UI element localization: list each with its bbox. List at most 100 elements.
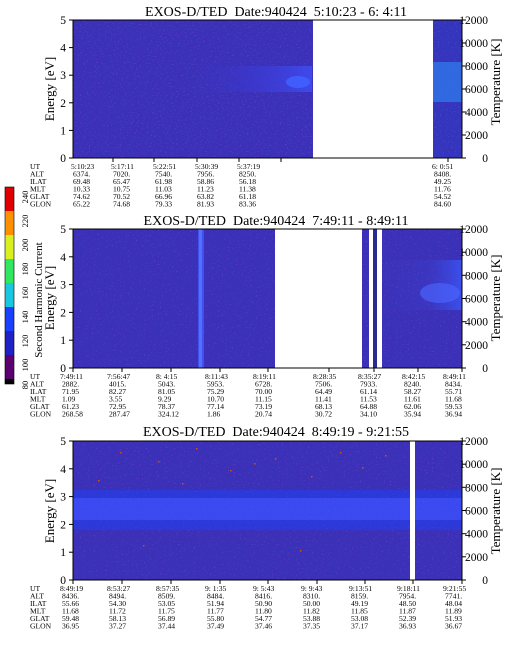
panel-2-y2tick: 6000: [465, 294, 488, 306]
panel-1-ytick: 5: [60, 15, 66, 27]
ephem-glon: 74.68: [113, 200, 130, 209]
colorbar-seg: [5, 283, 14, 307]
panel-1-y2tick: 2000: [465, 130, 488, 142]
ephem-col: 8: 4:15 5043. 81.05 9.29 78.37 324.12: [156, 372, 179, 419]
colorbar-seg: [5, 235, 14, 259]
panel-3-gap: [410, 441, 415, 580]
colorbar-tick: 100: [20, 359, 30, 372]
panel-3-y2tick: 0: [482, 575, 488, 587]
ephem-glat: 78.37: [158, 402, 175, 411]
panel-2-heatmap: [73, 229, 462, 368]
ephem-ut: 5:37:19: [237, 162, 260, 171]
panel-1-ytick: 3: [60, 70, 66, 82]
ephem-ut: 8:57:35: [156, 584, 179, 593]
ephem-label: MLT: [30, 607, 46, 616]
ephem-ilat: 61.14: [360, 387, 377, 396]
colorbar-seg: [5, 331, 14, 355]
panel-2-gap: [377, 229, 382, 368]
ephem-glon: 20.74: [255, 410, 272, 419]
ephem-ut: 8:49:11: [443, 372, 466, 381]
ephem-ut: 5:22:51: [153, 162, 176, 171]
panel-3-y2label: Temperature [K]: [488, 468, 503, 555]
ephem-col: 9: 5:43 8416. 50.90 11.80 54.77 37.46: [253, 584, 275, 631]
ephem-mlt: 11.41: [315, 395, 332, 404]
ephem-alt: 8250.: [239, 170, 256, 179]
ephem-ilat: 48.04: [445, 599, 462, 608]
ephem-ilat: 65.47: [113, 177, 130, 186]
ephem-label: UT: [30, 584, 40, 593]
ephem-ilat: 71.95: [62, 387, 79, 396]
panel-3-title: EXOS-D/TED Date:940424 8:49:19 - 9:21:55: [143, 425, 409, 440]
ephem-glat: 72.95: [109, 402, 126, 411]
ephem-col: 7:49:11 2882. 71.95 1.09 61.23 268.58: [60, 372, 83, 419]
ephem-mlt: 11.15: [255, 395, 272, 404]
ephem-label: MLT: [30, 185, 46, 194]
ephem-ut: 6: 0:51: [432, 162, 454, 171]
ephem-mlt: 11.80: [255, 607, 272, 616]
panel-3-xticks: [72, 580, 463, 584]
ephem-mlt: 3.55: [109, 395, 122, 404]
ephem-alt: 7933.: [360, 380, 377, 389]
ephem-glon: 37.49: [207, 622, 224, 631]
ephem-col: 8:19:11 6728. 70.00 11.15 73.19 20.74: [253, 372, 276, 419]
panel-2-xticks: [72, 368, 463, 372]
panel-1-ylabel: Energy [eV]: [42, 57, 57, 121]
ephem-mlt: 11.87: [399, 607, 416, 616]
ephem-alt: 5043.: [158, 380, 175, 389]
ephem-col: 5:37:19 8250. 56.18 11.38 61.18 83.36: [237, 162, 260, 209]
ephem-ut: 8:11:43: [205, 372, 228, 381]
panel-3-y-axis: 0 1 2 3 4 5: [60, 436, 73, 587]
ephem-label: ILAT: [30, 599, 47, 608]
ephem-glat: 62.06: [404, 402, 421, 411]
panel-1-y2tick: 8000: [465, 61, 488, 73]
ephem-label: UT: [30, 162, 40, 171]
ephem-col: 5:22:51 7540. 61.98 11.03 66.96 79.33: [153, 162, 176, 209]
ephem-ilat: 64.49: [315, 387, 332, 396]
ephem-ilat: 82.27: [109, 387, 126, 396]
panel-3-ytick: 0: [60, 575, 66, 587]
panel-3-ylabel: Energy [eV]: [42, 479, 57, 543]
panel-1-y2tick: 10000: [459, 38, 488, 50]
ephem-glon: 37.46: [255, 622, 272, 631]
ephem-ilat: 54.30: [109, 599, 126, 608]
ephem-label: ALT: [30, 380, 44, 389]
ephem-col: 9: 1:35 8484. 51.94 11.77 55.80 37.49: [205, 584, 227, 631]
colorbar: 240 220 200 180 160 140 120 100 80 Secon…: [4, 186, 45, 389]
ephem-label: GLON: [30, 410, 52, 419]
ephem-ilat: 55.71: [445, 387, 462, 396]
ephem-col: 5:17:11 7020. 65.47 10.75 70.52 74.68: [111, 162, 134, 209]
panel-3-speckles: [98, 448, 387, 552]
panel-2-y2tick: 12000: [459, 224, 488, 236]
ephem-ilat: 48.50: [399, 599, 416, 608]
ephem-mlt: 11.23: [197, 185, 214, 194]
ephem-glon: 30.72: [315, 410, 332, 419]
ephem-label: GLON: [30, 200, 52, 209]
ephem-ilat: 56.18: [239, 177, 256, 186]
ephem-glon: 84.60: [434, 200, 451, 209]
ephem-ilat: 61.98: [155, 177, 172, 186]
ephem-alt: 7540.: [155, 170, 172, 179]
ephem-ut: 8:53:27: [107, 584, 130, 593]
ephem-alt: 8159.: [351, 592, 368, 601]
ephem-glat: 63.82: [197, 192, 214, 201]
colorbar-tick: 160: [20, 287, 30, 300]
panel-1-bright-spot: [286, 76, 310, 88]
ephem-label: UT: [30, 372, 40, 381]
ephem-glon: 36.95: [62, 622, 79, 631]
ephem-alt: 8434.: [445, 380, 462, 389]
ephem-glon: 324.12: [158, 410, 179, 419]
ephem-col: 8:11:43 5953. 75.29 10.70 77.14 1.86: [205, 372, 228, 419]
ephem-col: 9:21:55 7741. 48.04 11.89 51.93 36.67: [443, 584, 466, 631]
colorbar-tick: 240: [20, 191, 30, 204]
colorbar-tick: 200: [20, 239, 30, 252]
ephem-mlt: 11.89: [445, 607, 462, 616]
ephem-glon: 79.33: [155, 200, 172, 209]
ephem-glat: 61.23: [62, 402, 79, 411]
ephem-col: 8:35:27 7933. 61.14 11.53 64.88 34.10: [358, 372, 381, 419]
ephem-glat: 55.80: [207, 614, 224, 623]
ephem-ut: 8:42:15: [402, 372, 425, 381]
panel-2-y2tick: 8000: [465, 270, 488, 282]
ephem-ilat: 70.00: [255, 387, 272, 396]
ephem-col: 7:56:47 4015. 82.27 3.55 72.95 287.47: [107, 372, 130, 419]
panel-1: EXOS-D/TED Date:940424 5:10:23 - 6: 4:11…: [30, 5, 503, 209]
